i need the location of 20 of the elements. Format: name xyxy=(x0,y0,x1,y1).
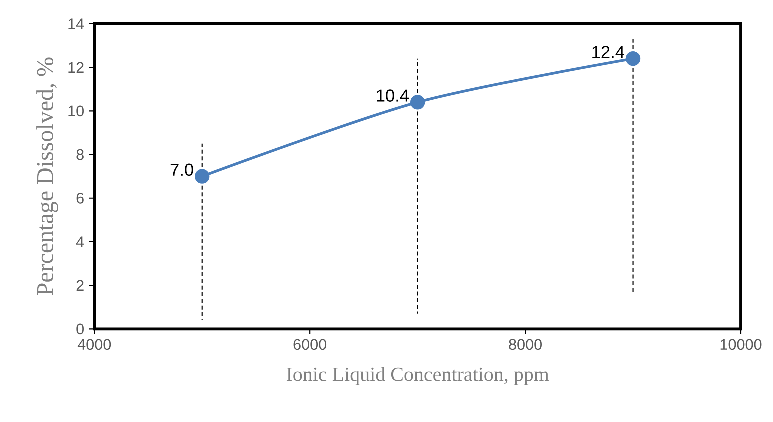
data-label: 7.0 xyxy=(170,164,194,176)
y-tick-label: 0 xyxy=(76,324,84,334)
point xyxy=(626,51,641,66)
y-tick-label: 8 xyxy=(76,149,84,160)
y-tick-label: 14 xyxy=(68,18,84,30)
data-label: 10.4 xyxy=(377,89,410,102)
x-tick-label: 6000 xyxy=(294,338,327,350)
x-tick-label: 4000 xyxy=(78,338,112,350)
y-tick-label: 6 xyxy=(76,192,84,204)
x-tick-label: 10000 xyxy=(720,338,762,350)
y-axis-title: Percentage Dissolved, % xyxy=(36,58,58,296)
data-label: 12.4 xyxy=(592,46,625,58)
point xyxy=(195,169,210,184)
y-tick-label: 10 xyxy=(68,106,84,116)
x-axis-title: Ionic Liquid Concentration, ppm xyxy=(286,367,550,386)
y-tick-label: 2 xyxy=(76,280,84,291)
point xyxy=(410,94,426,110)
x-tick-label: 8000 xyxy=(509,338,542,350)
y-tick-label: 4 xyxy=(76,236,84,248)
y-tick-label: 12 xyxy=(68,62,84,73)
